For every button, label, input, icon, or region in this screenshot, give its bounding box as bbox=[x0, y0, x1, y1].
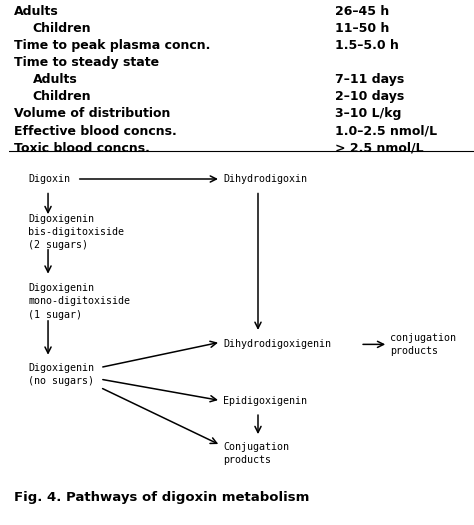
Text: 3–10 L/kg: 3–10 L/kg bbox=[335, 108, 401, 120]
Text: 26–45 h: 26–45 h bbox=[335, 5, 389, 18]
Text: Dihydrodigoxigenin: Dihydrodigoxigenin bbox=[223, 339, 331, 349]
Text: Epidigoxigenin: Epidigoxigenin bbox=[223, 396, 307, 406]
Text: Dihydrodigoxin: Dihydrodigoxin bbox=[223, 174, 307, 184]
Text: 1.5–5.0 h: 1.5–5.0 h bbox=[335, 39, 399, 52]
Text: Digoxigenin
bis-digitoxiside
(2 sugars): Digoxigenin bis-digitoxiside (2 sugars) bbox=[28, 214, 124, 250]
Text: Children: Children bbox=[33, 90, 91, 103]
Text: conjugation
products: conjugation products bbox=[391, 333, 456, 356]
Text: Toxic blood concns.: Toxic blood concns. bbox=[14, 142, 150, 155]
Text: Digoxin: Digoxin bbox=[28, 174, 70, 184]
Text: Adults: Adults bbox=[14, 5, 59, 18]
Text: 2–10 days: 2–10 days bbox=[335, 90, 404, 103]
Text: 7–11 days: 7–11 days bbox=[335, 73, 404, 86]
Text: Effective blood concns.: Effective blood concns. bbox=[14, 124, 177, 138]
Text: 1.0–2.5 nmol/L: 1.0–2.5 nmol/L bbox=[335, 124, 437, 138]
Text: Digoxigenin
mono-digitoxiside
(1 sugar): Digoxigenin mono-digitoxiside (1 sugar) bbox=[28, 283, 130, 320]
Text: > 2.5 nmol/L: > 2.5 nmol/L bbox=[335, 142, 423, 155]
Text: Children: Children bbox=[33, 22, 91, 35]
Text: Fig. 4. Pathways of digoxin metabolism: Fig. 4. Pathways of digoxin metabolism bbox=[14, 491, 310, 505]
Text: Digoxigenin
(no sugars): Digoxigenin (no sugars) bbox=[28, 363, 94, 386]
Text: Time to peak plasma concn.: Time to peak plasma concn. bbox=[14, 39, 210, 52]
Text: Time to steady state: Time to steady state bbox=[14, 56, 159, 69]
Text: Volume of distribution: Volume of distribution bbox=[14, 108, 171, 120]
Text: Conjugation
products: Conjugation products bbox=[223, 442, 289, 465]
Text: 11–50 h: 11–50 h bbox=[335, 22, 389, 35]
Text: Adults: Adults bbox=[33, 73, 77, 86]
